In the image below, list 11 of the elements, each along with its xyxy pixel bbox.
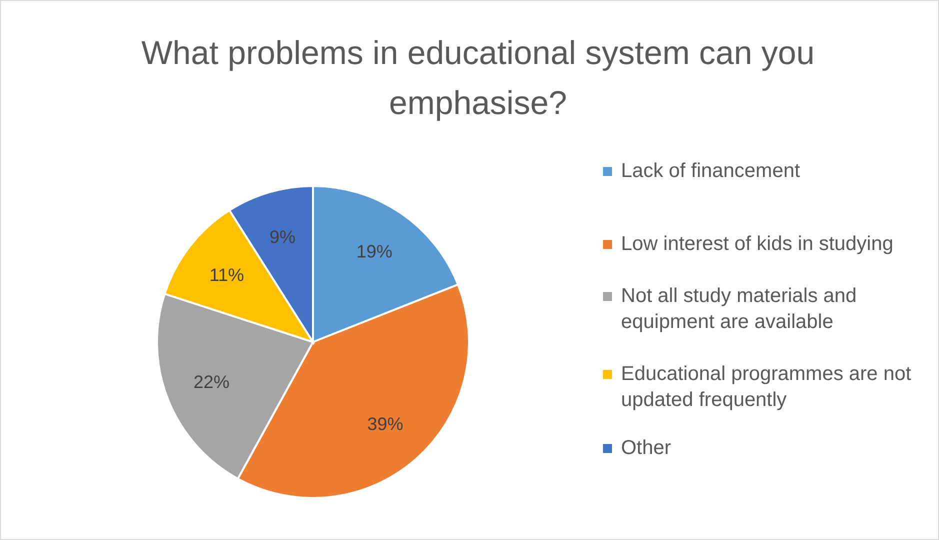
- chart-title: What problems in educational system can you emphasise?: [140, 33, 816, 123]
- data-label: 11%: [209, 265, 244, 286]
- legend-label: Other: [621, 436, 672, 461]
- legend-label: Lack of financement: [621, 159, 800, 184]
- data-label: 9%: [270, 227, 296, 248]
- legend-label: Educational programmes are not updated frequently: [621, 362, 912, 413]
- legend-label: Low interest of kids in studying: [621, 232, 894, 257]
- legend-label: Not all study materials and equipment are available: [621, 284, 858, 335]
- data-label: 39%: [367, 414, 404, 434]
- data-label: 22%: [193, 372, 230, 392]
- data-label: 19%: [356, 242, 392, 262]
